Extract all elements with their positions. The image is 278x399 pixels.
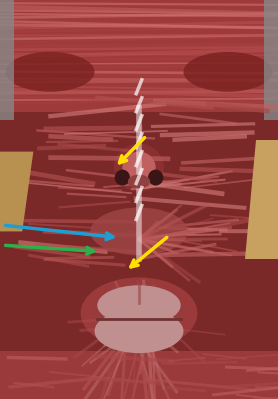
Bar: [0, 351, 278, 399]
Ellipse shape: [6, 52, 95, 92]
Ellipse shape: [90, 207, 188, 255]
Ellipse shape: [81, 277, 197, 349]
Ellipse shape: [115, 170, 130, 186]
Ellipse shape: [95, 309, 183, 353]
Bar: [0, 0, 278, 112]
Ellipse shape: [148, 170, 163, 186]
Polygon shape: [245, 140, 278, 259]
Ellipse shape: [97, 285, 181, 325]
Polygon shape: [0, 152, 33, 231]
Bar: [0, 0, 14, 120]
Ellipse shape: [114, 144, 164, 192]
Ellipse shape: [122, 152, 156, 184]
Bar: [264, 0, 278, 120]
Ellipse shape: [183, 52, 272, 92]
Ellipse shape: [128, 175, 150, 188]
